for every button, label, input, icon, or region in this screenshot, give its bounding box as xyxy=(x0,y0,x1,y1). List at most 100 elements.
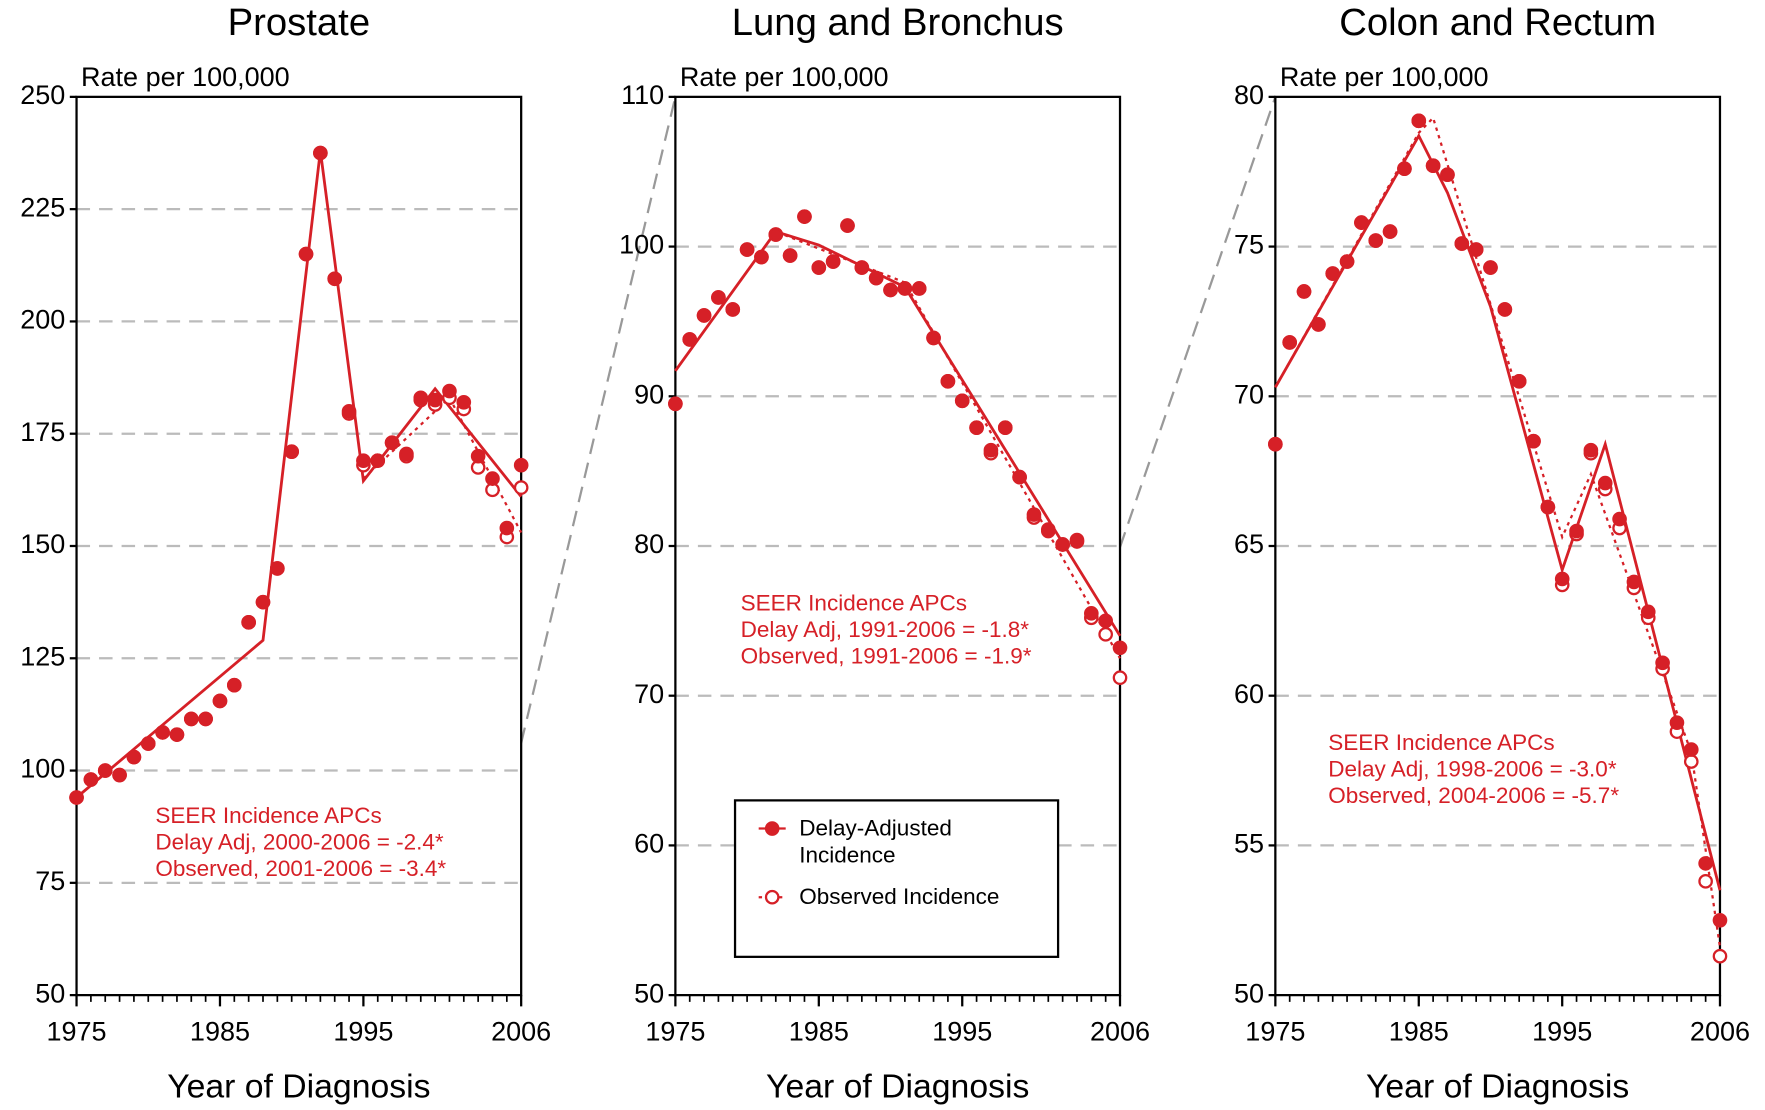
data-point xyxy=(782,248,798,263)
data-point xyxy=(754,249,769,265)
y-tick-label: 90 xyxy=(634,379,664,409)
data-point xyxy=(954,393,970,409)
data-point xyxy=(725,302,741,317)
data-point xyxy=(1626,574,1642,590)
y-tick-label: 125 xyxy=(20,641,65,671)
data-point xyxy=(1497,302,1513,317)
data-point xyxy=(427,392,443,408)
data-point xyxy=(126,749,142,765)
data-point xyxy=(1712,948,1728,964)
data-point xyxy=(1397,161,1412,177)
x-tick-label: 2006 xyxy=(491,1017,551,1047)
data-point xyxy=(1268,436,1283,452)
data-point xyxy=(840,218,855,233)
data-point xyxy=(341,403,357,419)
data-point xyxy=(1098,627,1113,642)
y-tick-label: 60 xyxy=(634,829,664,859)
data-point xyxy=(384,435,400,451)
y-axis-label: Rate per 100,000 xyxy=(680,62,889,92)
data-point xyxy=(226,677,242,693)
annotation: SEER Incidence APCs xyxy=(155,803,381,828)
data-point xyxy=(1483,260,1498,275)
data-point xyxy=(797,209,812,224)
data-point xyxy=(442,383,457,399)
data-point xyxy=(1554,571,1570,587)
y-tick-label: 70 xyxy=(634,679,664,709)
plot-frame xyxy=(1274,95,1722,997)
data-point xyxy=(1526,433,1541,449)
data-point xyxy=(370,453,386,468)
data-point xyxy=(1311,317,1326,332)
data-point xyxy=(83,772,99,787)
data-point xyxy=(1640,604,1656,620)
data-point xyxy=(1698,856,1713,871)
data-point xyxy=(1296,284,1312,299)
data-point xyxy=(513,457,529,473)
annotation: Delay Adj, 1998-2006 = -3.0* xyxy=(1328,757,1617,782)
x-tick-label: 1995 xyxy=(932,1017,992,1047)
annotation: SEER Incidence APCs xyxy=(1328,730,1554,755)
data-point xyxy=(711,290,726,305)
y-axis-label: Rate per 100,000 xyxy=(81,62,290,92)
data-point xyxy=(298,246,314,262)
data-point xyxy=(911,281,927,296)
y-tick-label: 50 xyxy=(35,978,65,1008)
y-tick-label: 55 xyxy=(1234,829,1264,859)
data-point xyxy=(1425,158,1441,174)
data-point xyxy=(1440,167,1455,183)
zoom-connector xyxy=(520,96,677,744)
data-point xyxy=(1339,254,1355,269)
data-point xyxy=(883,282,898,298)
data-point xyxy=(969,420,984,436)
data-point xyxy=(270,561,285,576)
data-point xyxy=(940,373,956,389)
y-tick-label: 65 xyxy=(1234,529,1264,559)
y-tick-label: 75 xyxy=(1234,230,1264,260)
data-point xyxy=(1698,874,1713,889)
legend-marker xyxy=(764,821,780,836)
data-point xyxy=(183,711,199,727)
data-point xyxy=(1368,233,1384,248)
data-point xyxy=(1583,442,1599,458)
x-tick-label: 1985 xyxy=(1389,1017,1449,1047)
y-tick-label: 75 xyxy=(35,866,65,896)
y-axis-label: Rate per 100,000 xyxy=(1280,62,1489,92)
y-tick-label: 250 xyxy=(20,80,65,110)
data-point xyxy=(1112,640,1128,656)
x-tick-label: 2006 xyxy=(1690,1017,1750,1047)
data-point xyxy=(212,693,228,709)
data-point xyxy=(413,390,429,406)
data-point xyxy=(485,471,500,486)
data-point xyxy=(1612,511,1627,527)
data-point xyxy=(1382,224,1398,239)
data-point xyxy=(1055,537,1070,552)
y-tick-label: 100 xyxy=(20,754,65,784)
x-axis-label: Year of Diagnosis xyxy=(167,1067,430,1105)
x-axis-label: Year of Diagnosis xyxy=(1366,1067,1629,1105)
y-tick-label: 50 xyxy=(634,978,664,1008)
panel-title: Prostate xyxy=(228,1,371,44)
data-point xyxy=(513,480,529,495)
annotation: Delay Adj, 2000-2006 = -2.4* xyxy=(155,830,444,855)
data-point xyxy=(255,594,271,610)
legend-label: Delay-Adjusted Incidence xyxy=(799,816,952,868)
data-point xyxy=(1069,532,1085,548)
data-point xyxy=(1712,912,1728,928)
x-tick-label: 2006 xyxy=(1090,1017,1150,1047)
annotation: Observed, 2004-2006 = -5.7* xyxy=(1328,783,1619,808)
trend-line xyxy=(1274,115,1722,948)
data-point xyxy=(868,270,884,286)
x-tick-label: 1985 xyxy=(190,1017,250,1047)
x-tick-label: 1975 xyxy=(47,1017,107,1047)
data-point xyxy=(499,520,515,536)
y-tick-label: 200 xyxy=(20,305,65,335)
data-point xyxy=(169,727,185,742)
annotation: Observed, 2001-2006 = -3.4* xyxy=(155,856,446,881)
y-tick-label: 80 xyxy=(1234,80,1264,110)
data-point xyxy=(1354,215,1369,230)
data-point xyxy=(1026,507,1042,522)
annotation: Observed, 1991-2006 = -1.9* xyxy=(741,643,1032,668)
data-point xyxy=(1468,242,1484,257)
data-point xyxy=(313,145,328,161)
